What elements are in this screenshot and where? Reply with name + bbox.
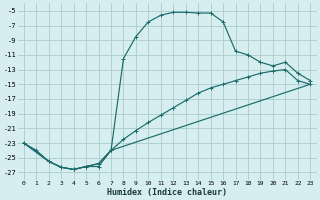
X-axis label: Humidex (Indice chaleur): Humidex (Indice chaleur) — [107, 188, 227, 197]
